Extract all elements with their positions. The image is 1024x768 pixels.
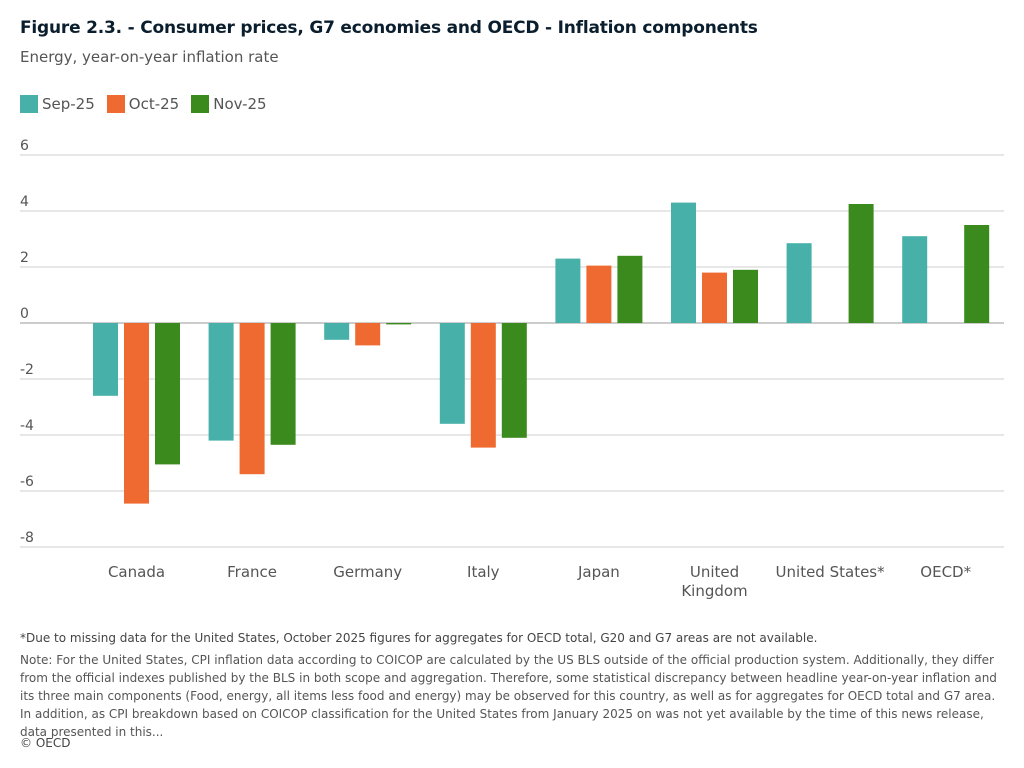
x-axis-labels: Canada France Germany Italy Japan United Kingd… <box>108 563 972 600</box>
x-tick-label: OECD* <box>920 563 971 581</box>
legend-swatch-sep-25 <box>20 95 38 113</box>
legend-swatch-nov-25 <box>191 95 210 113</box>
bar-oct-25-united-kingdom[interactable] <box>702 272 727 323</box>
y-tick-label: -4 <box>20 418 34 434</box>
bars <box>93 202 990 504</box>
legend-item-oct-25[interactable]: Oct-25 <box>106 95 180 113</box>
legend-swatch-oct-25 <box>106 95 125 113</box>
legend: Sep-25 Oct-25 Nov-25 <box>20 95 267 113</box>
bar-sep-25-italy[interactable] <box>439 323 465 424</box>
bar-sep-25-france[interactable] <box>208 323 234 441</box>
y-tick-label: -6 <box>20 474 34 490</box>
bar-chart: 6 4 2 0 -2 -4 -6 -8 Canada France Germany Italy Jap… <box>20 138 1004 600</box>
bar-oct-25-canada[interactable] <box>124 323 149 504</box>
legend-item-sep-25[interactable]: Sep-25 <box>20 95 95 113</box>
bar-nov-25-japan[interactable] <box>617 255 643 323</box>
bar-sep-25-oecd[interactable] <box>902 236 928 323</box>
bar-nov-25-france[interactable] <box>270 323 296 445</box>
x-tick-label: United States* <box>776 563 886 581</box>
y-tick-label: 6 <box>20 138 29 154</box>
x-tick-label: Japan <box>577 563 620 581</box>
legend-label-oct-25: Oct-25 <box>128 95 180 113</box>
x-tick-label: France <box>227 563 277 581</box>
bar-nov-25-united-kingdom[interactable] <box>733 269 758 323</box>
x-tick-label: Germany <box>333 563 402 581</box>
legend-label-nov-25: Nov-25 <box>213 95 267 113</box>
bar-oct-25-italy[interactable] <box>470 323 496 448</box>
copyright: © OECD <box>20 736 71 750</box>
chart-title: Figure 2.3. - Consumer prices, G7 econom… <box>20 18 758 38</box>
bar-sep-25-united-states[interactable] <box>786 243 812 323</box>
y-tick-label: -2 <box>20 362 34 378</box>
bar-oct-25-france[interactable] <box>239 323 265 475</box>
note-text: Note: For the United States, CPI inflati… <box>20 653 997 739</box>
bar-nov-25-italy[interactable] <box>501 323 527 438</box>
chart-subtitle: Energy, year-on-year inflation rate <box>20 48 279 66</box>
x-tick-label: Italy <box>467 563 500 581</box>
y-axis-ticks: 6 4 2 0 -2 -4 -6 -8 <box>20 138 34 546</box>
bar-nov-25-germany[interactable] <box>386 323 412 325</box>
bar-nov-25-canada[interactable] <box>155 323 180 465</box>
x-tick-label: Canada <box>108 563 165 581</box>
y-tick-label: 2 <box>20 250 29 266</box>
y-tick-label: 4 <box>20 194 29 210</box>
bar-sep-25-germany[interactable] <box>324 323 350 340</box>
y-tick-label: -8 <box>20 530 34 546</box>
bar-oct-25-germany[interactable] <box>355 323 381 346</box>
legend-item-nov-25[interactable]: Nov-25 <box>191 95 267 113</box>
footnote: *Due to missing data for the United Stat… <box>20 631 818 645</box>
bar-nov-25-united-states[interactable] <box>848 204 874 323</box>
bar-oct-25-japan[interactable] <box>586 265 612 323</box>
y-tick-label: 0 <box>20 306 29 322</box>
x-tick-label: United Kingdom <box>681 563 747 600</box>
legend-label-sep-25: Sep-25 <box>42 95 95 113</box>
bar-nov-25-oecd[interactable] <box>964 225 990 323</box>
bar-sep-25-united-kingdom[interactable] <box>671 202 696 323</box>
bar-sep-25-canada[interactable] <box>93 323 118 396</box>
bar-sep-25-japan[interactable] <box>555 258 581 323</box>
